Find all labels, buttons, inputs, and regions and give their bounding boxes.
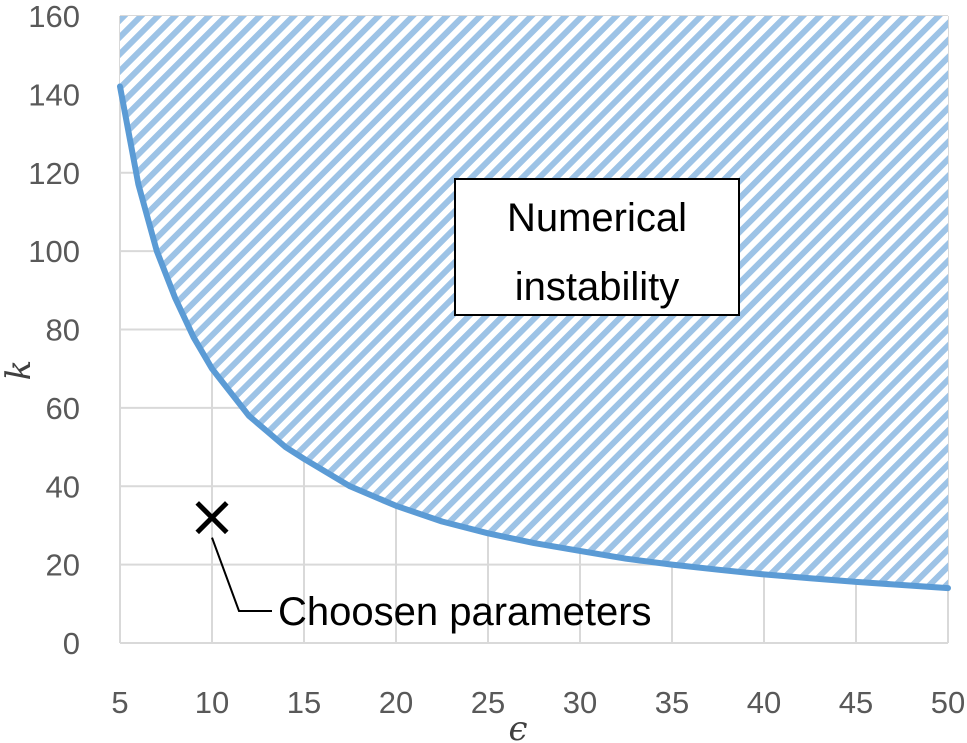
x-tick-label: 40 xyxy=(747,685,781,720)
x-tick-label: 45 xyxy=(839,685,873,720)
x-tick-label: 50 xyxy=(931,685,965,720)
x-tick-label: 5 xyxy=(111,685,128,720)
y-tick-label: 80 xyxy=(46,313,80,348)
y-tick-label: 100 xyxy=(28,234,80,269)
y-tick-label: 40 xyxy=(46,469,80,504)
y-axis-label: k xyxy=(0,360,39,381)
stability-boundary-line xyxy=(117,83,951,592)
annotation-line-2: instability xyxy=(515,265,680,309)
x-tick-label: 15 xyxy=(287,685,321,720)
y-tick-label: 60 xyxy=(46,391,80,426)
x-tick-label: 25 xyxy=(471,685,505,720)
annotation-line-1: Numerical xyxy=(507,196,687,240)
y-tick-label: 20 xyxy=(46,548,80,583)
y-tick-label: 160 xyxy=(28,0,80,34)
chosen-point-label: Choosen parameters xyxy=(278,590,652,634)
annotation-box xyxy=(454,178,740,316)
point-leader-line xyxy=(211,537,272,612)
y-tick-labels: 0 20 40 60 80 100 120 140 160 xyxy=(28,0,80,661)
instability-annotation: Numerical instability xyxy=(454,178,740,316)
y-tick-label: 0 xyxy=(63,626,80,661)
y-tick-label: 140 xyxy=(28,77,80,112)
x-tick-label: 20 xyxy=(379,685,413,720)
x-tick-label: 10 xyxy=(195,685,229,720)
x-tick-label: 35 xyxy=(655,685,689,720)
y-tick-label: 120 xyxy=(28,156,80,191)
marker-stroke xyxy=(195,501,229,535)
chosen-point-marker xyxy=(195,501,229,535)
x-tick-labels: 5 10 15 20 25 30 35 40 45 50 xyxy=(111,685,965,720)
x-axis-label: ϵ xyxy=(508,709,527,743)
x-tick-label: 30 xyxy=(563,685,597,720)
